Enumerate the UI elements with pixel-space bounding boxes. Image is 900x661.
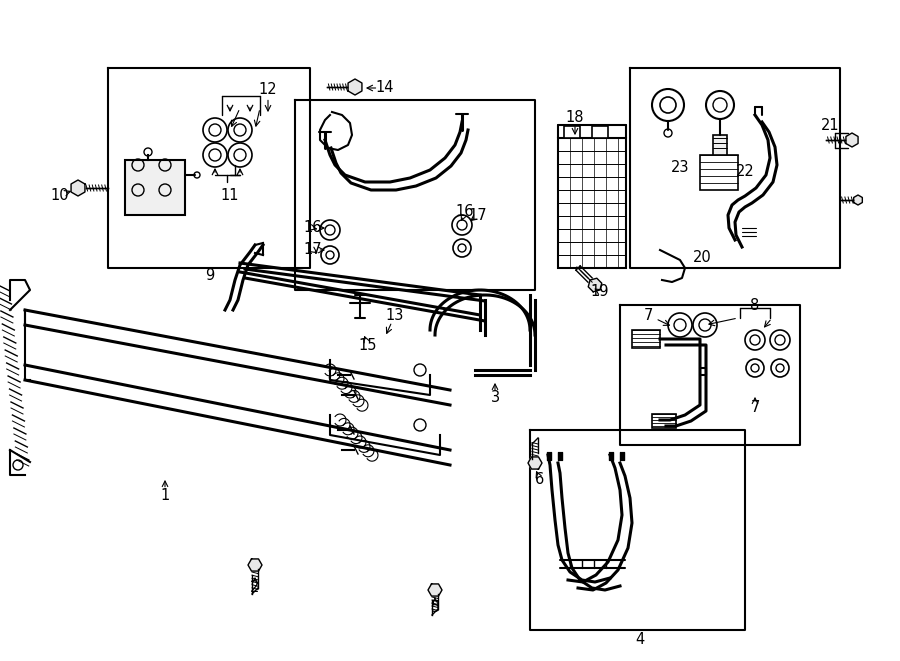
Text: 10: 10 xyxy=(50,188,69,202)
Text: 3: 3 xyxy=(491,391,500,405)
Text: 7: 7 xyxy=(751,401,760,416)
Polygon shape xyxy=(528,457,542,469)
Bar xyxy=(558,138,626,268)
Text: 16: 16 xyxy=(304,221,322,235)
Text: 16: 16 xyxy=(455,204,474,219)
Bar xyxy=(700,155,738,190)
Polygon shape xyxy=(589,278,602,292)
Polygon shape xyxy=(854,195,862,205)
Text: 15: 15 xyxy=(359,338,377,352)
Text: 12: 12 xyxy=(258,83,277,98)
Text: 21: 21 xyxy=(821,118,840,132)
Bar xyxy=(713,135,727,158)
Text: 1: 1 xyxy=(160,488,169,502)
Text: 6: 6 xyxy=(536,473,544,488)
Text: 18: 18 xyxy=(566,110,584,126)
Bar xyxy=(652,414,676,428)
Polygon shape xyxy=(846,133,858,147)
Text: 23: 23 xyxy=(670,161,689,176)
Text: 5: 5 xyxy=(430,600,439,615)
Bar xyxy=(564,126,580,138)
Text: 7: 7 xyxy=(644,307,652,323)
Text: 17: 17 xyxy=(303,243,322,258)
Polygon shape xyxy=(348,79,362,95)
Text: 8: 8 xyxy=(751,297,760,313)
Text: 4: 4 xyxy=(635,633,644,648)
Polygon shape xyxy=(248,559,262,571)
Bar xyxy=(632,330,660,348)
Text: 9: 9 xyxy=(205,268,214,282)
Text: 11: 11 xyxy=(220,188,239,202)
Text: 19: 19 xyxy=(590,284,609,299)
Polygon shape xyxy=(71,180,85,196)
Text: 2: 2 xyxy=(250,580,260,596)
Bar xyxy=(592,126,608,138)
Polygon shape xyxy=(428,584,442,596)
Text: 20: 20 xyxy=(693,251,711,266)
Bar xyxy=(125,160,185,215)
Text: 17: 17 xyxy=(469,208,487,223)
Text: 14: 14 xyxy=(376,81,394,95)
Text: 22: 22 xyxy=(735,165,754,180)
Text: 13: 13 xyxy=(386,307,404,323)
